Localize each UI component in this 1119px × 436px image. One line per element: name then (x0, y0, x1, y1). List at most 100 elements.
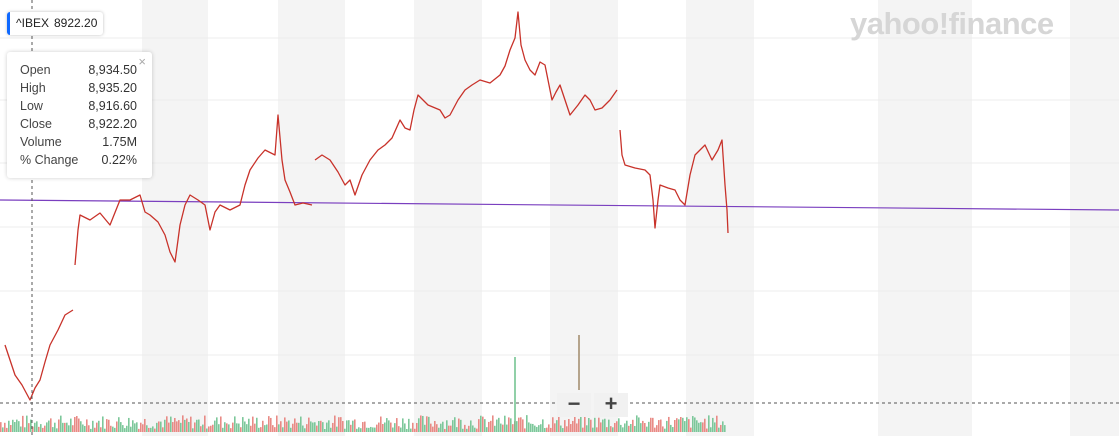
volume-bar (588, 417, 590, 432)
volume-bar (528, 422, 530, 432)
volume-bar (666, 420, 668, 432)
volume-bar (310, 421, 312, 432)
zoom-out-button[interactable]: − (557, 393, 591, 417)
volume-bar (712, 417, 714, 432)
volume-bar (106, 419, 108, 432)
volume-bar (290, 427, 292, 432)
volume-bar (180, 422, 182, 432)
tooltip-label: Volume (20, 135, 62, 149)
volume-bar (672, 427, 674, 432)
volume-bar (714, 422, 716, 432)
volume-bar (636, 415, 638, 432)
volume-bar (10, 425, 12, 432)
tooltip-label: High (20, 81, 46, 95)
volume-bar (436, 424, 438, 432)
volume-bar (304, 428, 306, 432)
volume-bar (354, 419, 356, 432)
volume-bar (254, 423, 256, 432)
volume-bar (522, 419, 524, 432)
volume-bar (694, 417, 696, 432)
volume-bar (264, 425, 266, 432)
volume-bar (556, 420, 558, 432)
volume-bar (194, 422, 196, 432)
volume-bar (130, 426, 132, 432)
volume-bar (298, 422, 300, 432)
volume-bar (120, 422, 122, 432)
volume-bar (62, 422, 64, 432)
volume-bar (134, 423, 136, 432)
volume-bar (238, 423, 240, 432)
volume-bar (210, 425, 212, 432)
volume-bar (388, 420, 390, 432)
volume-bar (458, 418, 460, 432)
volume-bar (338, 417, 340, 432)
volume-bar (0, 422, 2, 432)
volume-bar (568, 419, 570, 432)
volume-bar (118, 417, 120, 432)
volume-bar (434, 420, 436, 432)
volume-bar (96, 422, 98, 432)
volume-bar (252, 416, 254, 432)
volume-bar (526, 415, 528, 432)
volume-bar (58, 419, 60, 432)
volume-bar (190, 416, 192, 432)
volume-bar (662, 426, 664, 432)
tooltip-row: High 8,935.20 (20, 79, 137, 97)
volume-bar (668, 416, 670, 432)
volume-bar (168, 422, 170, 432)
volume-bar (56, 428, 58, 432)
volume-bar (392, 427, 394, 432)
volume-bar (188, 421, 190, 432)
volume-bar (176, 421, 178, 432)
volume-bar (244, 421, 246, 432)
volume-bar (68, 425, 70, 432)
volume-bar (206, 428, 208, 432)
volume-bar (276, 415, 278, 432)
volume-bar (92, 420, 94, 432)
volume-bar (602, 419, 604, 432)
volume-bar (518, 417, 520, 432)
volume-bar (380, 416, 382, 432)
volume-bar (226, 423, 228, 432)
volume-bar (574, 416, 576, 432)
volume-bar (60, 415, 62, 432)
volume-bar (710, 427, 712, 432)
volume-bar (64, 422, 66, 432)
volume-bar (150, 427, 152, 432)
tooltip-label: % Change (20, 153, 79, 167)
zoom-in-button[interactable]: + (594, 393, 628, 417)
volume-bar (346, 420, 348, 432)
volume-bar (680, 417, 682, 432)
volume-bar (706, 428, 708, 432)
volume-bars (0, 415, 726, 432)
volume-bar (104, 428, 106, 432)
volume-bar (404, 423, 406, 432)
volume-bar (534, 425, 536, 432)
volume-bar (26, 415, 28, 432)
ticker-label[interactable]: ^IBEX 8922.20 (7, 12, 104, 35)
volume-bar (234, 416, 236, 432)
volume-bar (20, 426, 22, 432)
volume-bar (530, 423, 532, 432)
volume-bar (356, 428, 358, 432)
volume-bar (374, 427, 376, 432)
volume-bar (626, 420, 628, 432)
volume-bar (274, 427, 276, 432)
volume-bar (540, 424, 542, 432)
volume-bar (342, 421, 344, 432)
volume-bar (196, 419, 198, 432)
volume-bar (690, 427, 692, 432)
volume-bar (90, 428, 92, 432)
volume-bar (592, 427, 594, 432)
volume-bar (376, 424, 378, 432)
volume-bar (572, 420, 574, 432)
volume-bar (4, 422, 6, 432)
volume-bar (382, 423, 384, 432)
volume-bar (632, 419, 634, 432)
close-icon[interactable]: × (138, 54, 146, 69)
volume-bar (674, 420, 676, 432)
volume-bar (126, 425, 128, 432)
volume-bar (570, 424, 572, 432)
volume-bar (692, 416, 694, 432)
